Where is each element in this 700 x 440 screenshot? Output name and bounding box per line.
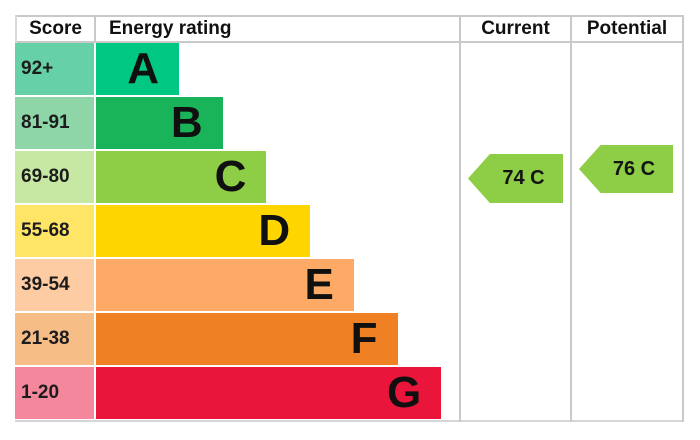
band-bar-d: D	[96, 205, 311, 257]
current-rating-label: 74 C	[502, 167, 545, 189]
potential-column-header: Potential	[586, 17, 668, 39]
band-letter-e: E	[304, 260, 334, 309]
score-range-cell-g: 1-20	[15, 367, 94, 419]
potential-rating-label: 76 C	[612, 157, 656, 180]
band-bar-g: G	[96, 367, 442, 419]
current-column-divider	[459, 15, 461, 422]
band-row-e: 39-54 E	[15, 259, 441, 311]
band-letter-b: B	[170, 98, 203, 147]
current-column-header: Current	[481, 17, 550, 39]
band-bar-e: E	[96, 259, 354, 311]
table-bottom-border	[15, 420, 684, 422]
current-rating-arrow: 74 C	[468, 154, 563, 203]
table-top-border	[15, 15, 684, 17]
band-letter-f: F	[350, 314, 378, 363]
energy-rating-column-header: Energy rating	[109, 17, 232, 39]
table-right-border	[682, 15, 684, 422]
band-bar-b: B	[96, 97, 223, 149]
header-left-border	[15, 15, 17, 43]
band-row-d: 55-68 D	[15, 205, 441, 257]
score-range-cell-a: 92+	[15, 43, 94, 95]
band-row-a: 92+ A	[15, 43, 441, 95]
band-row-g: 1-20 G	[15, 367, 442, 419]
score-range-cell-f: 21-38	[15, 313, 94, 365]
band-letter-d: D	[258, 206, 291, 255]
band-bar-a: A	[96, 43, 179, 95]
score-range-cell-b: 81-91	[15, 97, 94, 149]
potential-column-divider	[570, 15, 572, 422]
band-row-f: 21-38 F	[15, 313, 441, 365]
band-row-b: 81-91 B	[15, 97, 441, 149]
band-row-c: 69-80 C	[15, 151, 441, 203]
band-rows: 92+ A 81-91 B 69-80 C 55-68 D 39-54 E 21-38 F 1-20 G	[15, 43, 442, 421]
band-letter-g: G	[386, 368, 422, 417]
potential-rating-arrow: 76 C	[579, 145, 673, 193]
score-range-cell-e: 39-54	[15, 259, 94, 311]
band-bar-c: C	[96, 151, 267, 203]
band-letter-a: A	[127, 44, 159, 93]
score-column-divider	[94, 15, 96, 43]
band-letter-c: C	[214, 152, 247, 201]
header-bottom-border	[15, 41, 684, 43]
score-range-cell-c: 69-80	[15, 151, 94, 203]
band-bar-f: F	[96, 313, 398, 365]
score-column-header: Score	[29, 17, 82, 39]
score-range-cell-d: 55-68	[15, 205, 94, 257]
